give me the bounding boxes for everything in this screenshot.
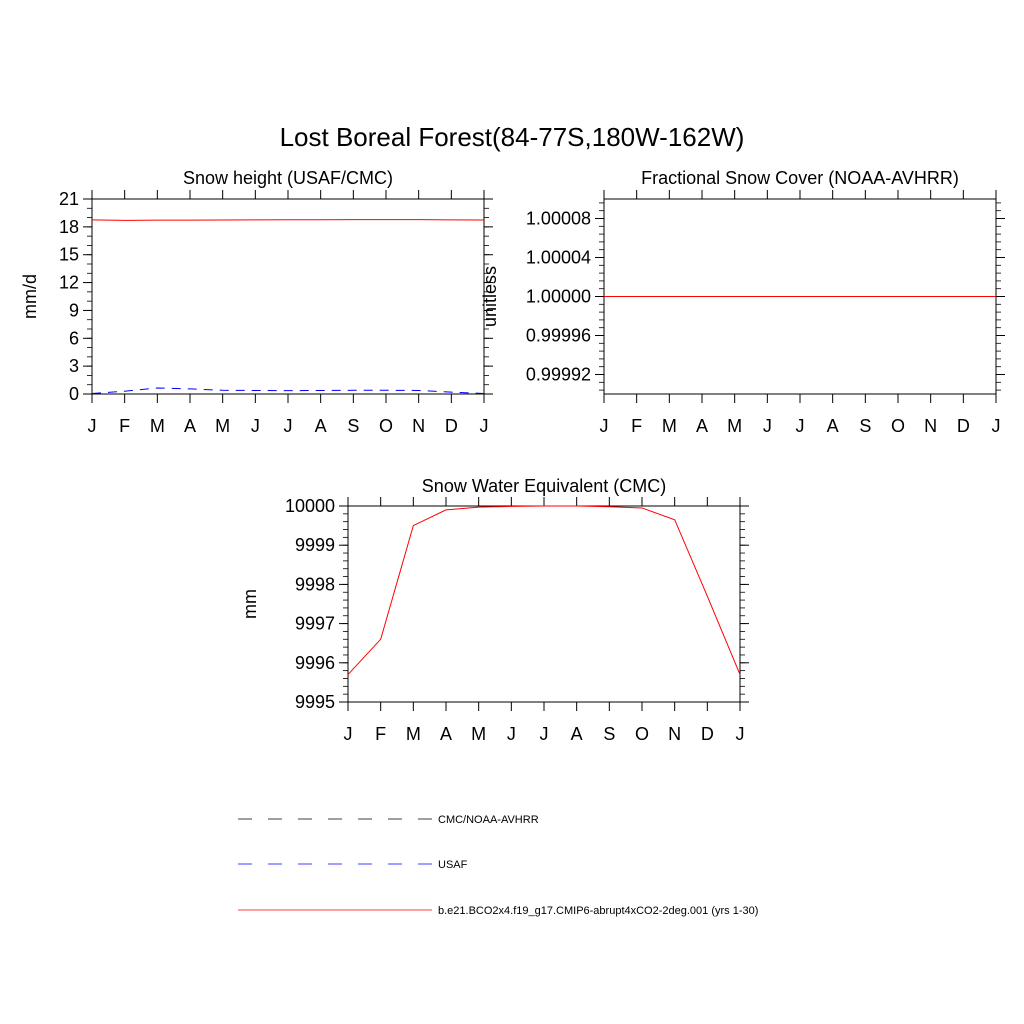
y-tick-label-snow-height: 3 [69,356,79,376]
y-tick-label-snow-height: 21 [59,189,79,209]
legend-item-cmc-noaa-avhrr: CMC/NOAA-AVHRR [238,814,539,826]
legend: CMC/NOAA-AVHRR USAF b.e21.BCO2x4.f19_g17… [238,814,758,917]
legend-label-usaf: USAF [438,859,468,871]
x-tick-label-fractional-snow-cover: F [631,416,642,436]
x-tick-label-snow-height: M [150,416,165,436]
x-tick-label-fractional-snow-cover: J [600,416,609,436]
x-tick-label-snow-water-equivalent: J [540,724,549,744]
y-tick-label-snow-water-equivalent: 9996 [295,653,335,673]
x-tick-label-fractional-snow-cover: J [992,416,1001,436]
x-tick-label-snow-water-equivalent: A [440,724,452,744]
x-tick-label-snow-water-equivalent: J [507,724,516,744]
y-tick-label-snow-water-equivalent: 9998 [295,574,335,594]
x-tick-label-snow-height: J [480,416,489,436]
legend-label-cmc-noaa-avhrr: CMC/NOAA-AVHRR [438,814,539,826]
x-tick-label-fractional-snow-cover: D [957,416,970,436]
x-tick-label-snow-water-equivalent: N [668,724,681,744]
x-tick-label-snow-height: A [315,416,327,436]
legend-item-usaf: USAF [238,859,468,871]
y-axis-label-snow-water-equivalent: mm [240,589,260,619]
panel-snow-water-equivalent: Snow Water Equivalent (CMC)mmJ F M A M J J A S O N… [240,476,749,744]
x-tick-label-snow-height: N [412,416,425,436]
x-tick-label-snow-height: F [119,416,130,436]
chart-title-snow-height: Snow height (USAF/CMC) [183,168,393,188]
x-tick-label-snow-water-equivalent: D [701,724,714,744]
y-tick-label-snow-height: 9 [69,300,79,320]
x-tick-label-snow-height: O [379,416,393,436]
series-line-snow-water-equivalent-0 [347,505,741,675]
x-tick-label-snow-water-equivalent: M [406,724,421,744]
figure-title: Lost Boreal Forest(84-77S,180W-162W) [280,122,745,152]
y-tick-label-snow-water-equivalent: 9997 [295,614,335,634]
y-tick-label-snow-water-equivalent: 9995 [295,692,335,712]
x-tick-label-snow-height: J [88,416,97,436]
y-tick-label-fractional-snow-cover: 0.99996 [526,326,591,346]
panel-fractional-snow-cover: Fractional Snow Cover (NOAA-AVHRR) unitle… [480,168,1005,436]
legend-item-model-run: b.e21.BCO2x4.f19_g17.CMIP6-abrupt4xCO2-2… [238,905,758,917]
x-tick-label-fractional-snow-cover: J [763,416,772,436]
x-tick-label-fractional-snow-cover: N [924,416,937,436]
x-tick-label-snow-water-equivalent: O [635,724,649,744]
x-tick-label-snow-water-equivalent: M [471,724,486,744]
x-tick-label-snow-water-equivalent: A [571,724,583,744]
x-tick-label-fractional-snow-cover: A [827,416,839,436]
series-line-snow-height-1 [91,387,485,395]
y-tick-label-snow-height: 15 [59,245,79,265]
chart-title-snow-water-equivalent: Snow Water Equivalent (CMC) [422,476,666,496]
x-tick-label-fractional-snow-cover: M [727,416,742,436]
y-axis-label-snow-height: mm/d [20,274,40,319]
x-tick-label-snow-water-equivalent: J [344,724,353,744]
y-tick-label-snow-water-equivalent: 10000 [285,496,335,516]
x-tick-label-fractional-snow-cover: M [662,416,677,436]
x-tick-label-snow-height: M [215,416,230,436]
plot-frame-snow-height [91,198,485,395]
y-tick-label-fractional-snow-cover: 1.00000 [526,287,591,307]
legend-label-model-run: b.e21.BCO2x4.f19_g17.CMIP6-abrupt4xCO2-2… [438,905,758,917]
x-tick-label-snow-water-equivalent: S [603,724,615,744]
y-axis-label-fractional-snow-cover: unitless [480,266,500,327]
x-tick-label-snow-height: D [445,416,458,436]
y-tick-label-snow-height: 12 [59,273,79,293]
x-tick-label-snow-height: S [347,416,359,436]
y-tick-label-snow-height: 18 [59,217,79,237]
panel-snow-height: Snow height (USAF/CMC)mm/dJ F M A M J J A S O N D J0… [20,168,493,436]
chart-title-fractional-snow-cover: Fractional Snow Cover (NOAA-AVHRR) [641,168,959,188]
x-tick-label-fractional-snow-cover: J [796,416,805,436]
x-tick-label-snow-water-equivalent: F [375,724,386,744]
x-tick-label-snow-height: A [184,416,196,436]
y-tick-label-snow-height: 0 [69,384,79,404]
y-tick-label-snow-height: 6 [69,328,79,348]
x-tick-label-snow-height: J [284,416,293,436]
series-line-snow-height-0 [91,219,485,221]
x-tick-label-fractional-snow-cover: A [696,416,708,436]
y-tick-label-snow-water-equivalent: 9999 [295,535,335,555]
y-tick-label-fractional-snow-cover: 1.00008 [526,209,591,229]
x-tick-label-snow-height: J [251,416,260,436]
y-tick-label-fractional-snow-cover: 0.99992 [526,365,591,385]
x-tick-label-fractional-snow-cover: O [891,416,905,436]
y-tick-label-fractional-snow-cover: 1.00004 [526,248,591,268]
x-tick-label-snow-water-equivalent: J [736,724,745,744]
x-tick-label-fractional-snow-cover: S [859,416,871,436]
